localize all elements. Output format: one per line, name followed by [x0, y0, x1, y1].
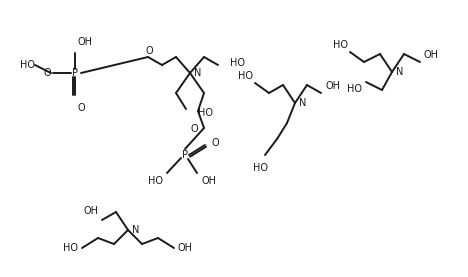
Text: HO: HO: [230, 58, 245, 68]
Text: O: O: [145, 46, 153, 56]
Text: HO: HO: [198, 108, 213, 118]
Text: P: P: [182, 150, 188, 160]
Text: HO: HO: [238, 71, 253, 81]
Text: OH: OH: [178, 243, 193, 253]
Text: N: N: [194, 68, 201, 78]
Text: O: O: [44, 68, 51, 78]
Text: OH: OH: [201, 176, 216, 186]
Text: N: N: [396, 67, 403, 77]
Text: HO: HO: [347, 84, 362, 94]
Text: HO: HO: [63, 243, 78, 253]
Text: HO: HO: [148, 176, 163, 186]
Text: O: O: [211, 138, 219, 148]
Text: OH: OH: [77, 37, 92, 47]
Text: N: N: [299, 98, 307, 108]
Text: N: N: [132, 225, 139, 235]
Text: HO: HO: [254, 163, 269, 173]
Text: HO: HO: [333, 40, 348, 50]
Text: HO: HO: [20, 60, 35, 70]
Text: OH: OH: [325, 81, 340, 91]
Text: OH: OH: [424, 50, 439, 60]
Text: P: P: [72, 68, 78, 78]
Text: O: O: [78, 103, 86, 113]
Text: O: O: [190, 124, 198, 134]
Text: OH: OH: [83, 206, 98, 216]
